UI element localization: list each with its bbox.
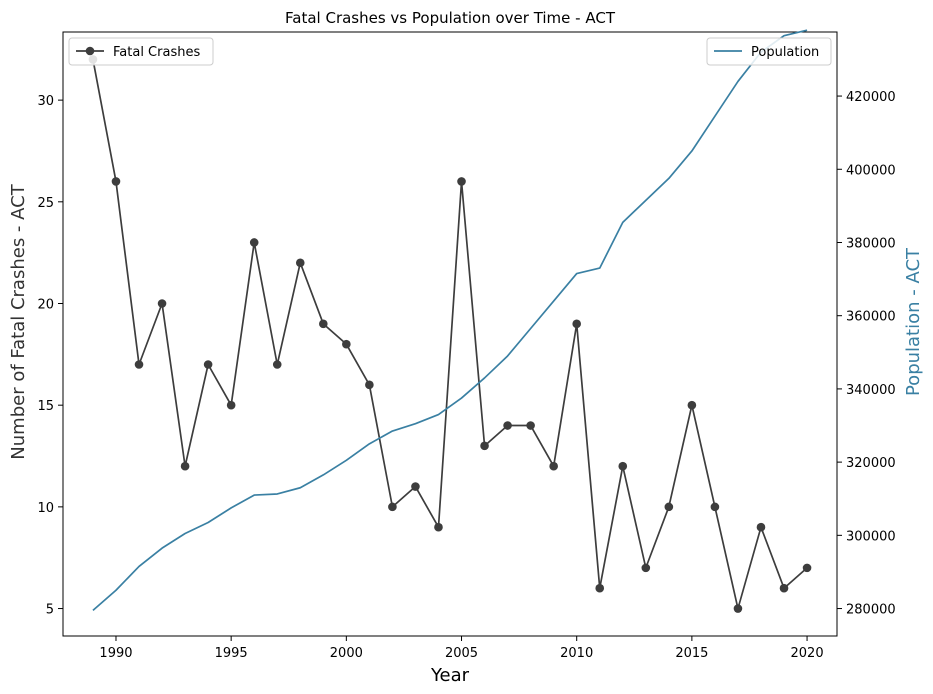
y2-tick-label: 320000 (846, 456, 896, 471)
fatal-crashes-point (503, 421, 512, 430)
fatal-crashes-line (92, 59, 808, 610)
fatal-crashes-point (526, 421, 535, 430)
y-tick-label: 5 (46, 603, 54, 618)
fatal-crashes-point (549, 461, 558, 471)
fatal-crashes-point (295, 258, 305, 268)
y2-tick-label: 300000 (846, 529, 896, 544)
y-tick-label: 30 (37, 94, 54, 109)
plot-frame (62, 31, 838, 637)
y2-tick-label: 380000 (846, 236, 896, 251)
legend-right (706, 37, 832, 66)
x-tick-label: 2005 (445, 646, 478, 661)
fatal-crashes-point (157, 299, 167, 308)
fatal-crashes-point (249, 238, 259, 247)
y2-tick-label: 340000 (846, 383, 896, 398)
fatal-crashes-point (779, 583, 789, 593)
y2-tick-label: 420000 (846, 90, 896, 105)
fatal-crashes-point (319, 319, 328, 329)
fatal-crashes-point (756, 522, 766, 532)
fatal-crashes-point (572, 319, 581, 329)
y2-axis-label: Population - ACT (903, 247, 924, 396)
y-tick-label: 25 (37, 196, 54, 211)
fatal-crashes-point (272, 360, 282, 369)
fatal-crashes-point (111, 177, 121, 186)
legend-fatal-crashes-marker (85, 46, 95, 56)
fatal-crashes-point (365, 380, 374, 390)
y2-tick-label: 400000 (846, 163, 896, 178)
fatal-crashes-point (664, 502, 674, 512)
x-axis-label: Year (430, 665, 470, 686)
fatal-crashes-point (618, 461, 628, 471)
y-tick-label: 10 (37, 501, 54, 516)
legend-population-label: Population (751, 45, 819, 60)
x-tick-label: 2000 (330, 646, 363, 661)
y-axis-label: Number of Fatal Crashes - ACT (8, 183, 29, 459)
x-tick-label: 1990 (99, 646, 132, 661)
fatal-crashes-point (342, 339, 351, 349)
x-tick-label: 1995 (215, 646, 248, 661)
fatal-crashes-point (388, 502, 397, 512)
fatal-crashes-point (687, 400, 697, 410)
y2-tick-label: 360000 (846, 310, 896, 325)
fatal-crashes-point (434, 522, 443, 532)
fatal-crashes-point (802, 563, 812, 573)
y2-tick-label: 280000 (846, 603, 896, 618)
legend-fatal-crashes-label: Fatal Crashes (113, 45, 200, 60)
fatal-crashes-point (411, 482, 420, 491)
fatal-crashes-point (226, 400, 236, 410)
population-line (92, 29, 808, 612)
fatal-crashes-point (733, 604, 743, 613)
plot-area: 1990 1995 2000 2005 2010 2015 2020 5 10 15 20 25 30 2… (37, 29, 896, 661)
fatal-crashes-point (203, 360, 213, 369)
legend-left (68, 37, 214, 66)
chart-title: Fatal Crashes vs Population over Time - … (285, 9, 616, 27)
fatal-crashes-point (134, 360, 144, 369)
x-tick-label: 2010 (560, 646, 593, 661)
fatal-crashes-point (710, 502, 720, 512)
fatal-crashes-point (180, 461, 190, 471)
x-tick-label: 2015 (675, 646, 708, 661)
fatal-crashes-point (457, 177, 466, 186)
y-tick-label: 15 (37, 399, 54, 414)
y-tick-label: 20 (37, 297, 54, 312)
x-tick-label: 2020 (791, 646, 824, 661)
fatal-crashes-point (641, 563, 651, 573)
fatal-crashes-point (480, 441, 489, 451)
fatal-crashes-point (595, 583, 605, 593)
